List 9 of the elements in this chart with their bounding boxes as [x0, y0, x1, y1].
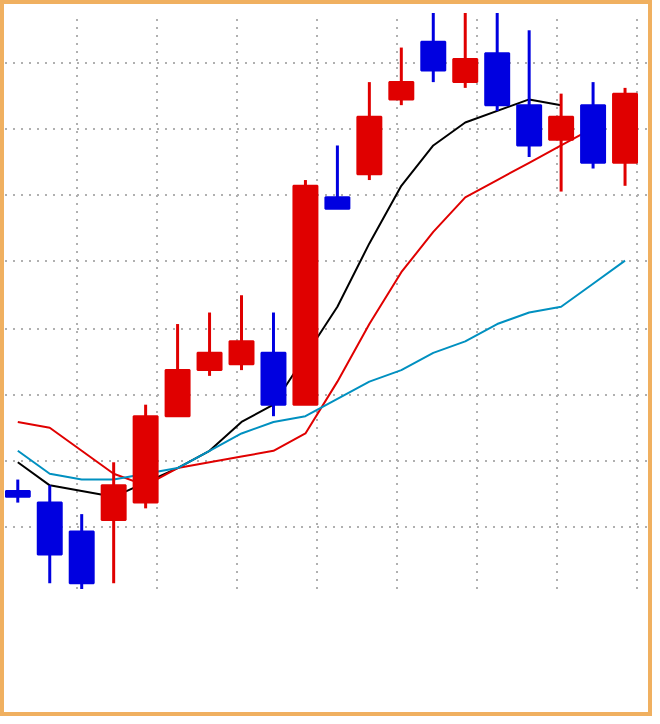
candlestick: [516, 28, 543, 159]
candlestick: [5, 478, 31, 505]
candlestick: [388, 46, 415, 107]
candlestick: [324, 143, 351, 211]
candlestick: [196, 311, 223, 378]
candlestick: [452, 13, 479, 90]
candlestick: [164, 322, 191, 418]
candlestick: [420, 13, 447, 84]
candlestick: [228, 293, 255, 372]
